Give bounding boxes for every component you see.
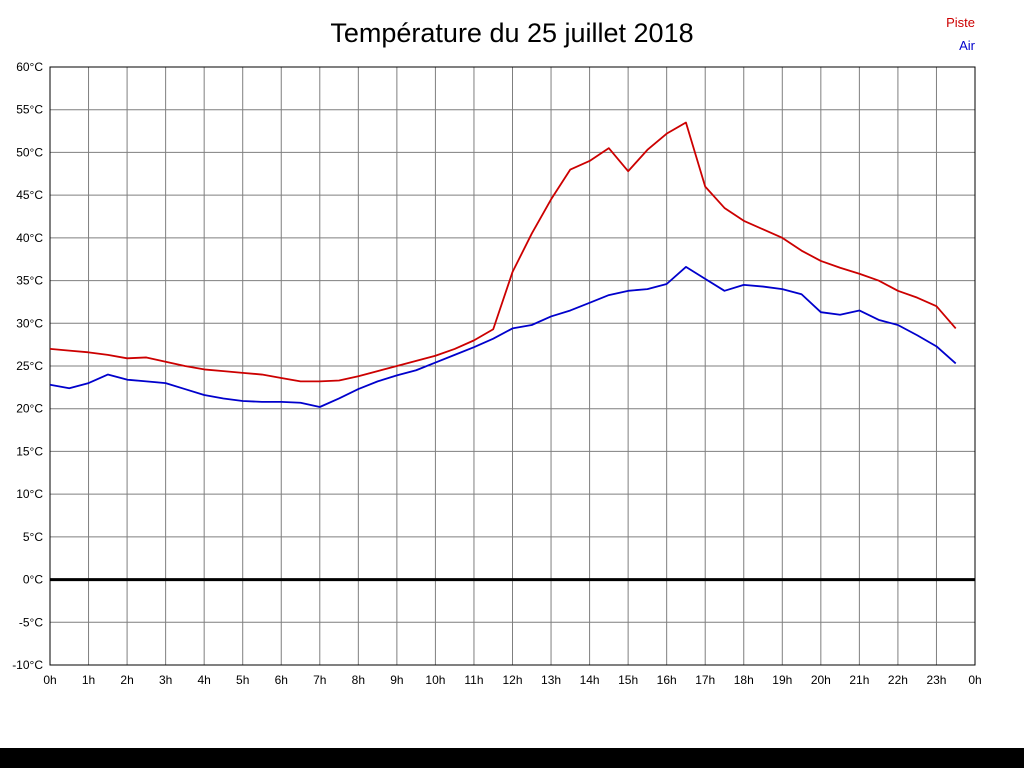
y-tick-label: 30°C xyxy=(16,316,43,330)
x-tick-label: 16h xyxy=(657,673,677,687)
x-tick-label: 18h xyxy=(734,673,754,687)
y-tick-label: 10°C xyxy=(16,487,43,501)
x-tick-label: 7h xyxy=(313,673,326,687)
y-tick-label: 5°C xyxy=(23,530,43,544)
x-tick-label: 10h xyxy=(425,673,445,687)
y-tick-label: 0°C xyxy=(23,573,43,587)
y-tick-label: 40°C xyxy=(16,231,43,245)
x-tick-label: 13h xyxy=(541,673,561,687)
y-tick-label: 35°C xyxy=(16,274,43,288)
y-tick-label: 60°C xyxy=(16,60,43,74)
y-tick-label: -5°C xyxy=(19,615,43,629)
y-tick-label: 45°C xyxy=(16,188,43,202)
x-tick-label: 20h xyxy=(811,673,831,687)
y-tick-label: 25°C xyxy=(16,359,43,373)
x-tick-label: 0h xyxy=(968,673,981,687)
x-tick-label: 19h xyxy=(772,673,792,687)
y-tick-label: 20°C xyxy=(16,402,43,416)
x-tick-label: 17h xyxy=(695,673,715,687)
y-tick-label: 55°C xyxy=(16,103,43,117)
x-tick-label: 4h xyxy=(197,673,210,687)
x-tick-label: 9h xyxy=(390,673,403,687)
x-tick-label: 11h xyxy=(464,673,483,687)
x-tick-label: 21h xyxy=(849,673,869,687)
legend-item-piste: Piste xyxy=(946,15,975,30)
x-tick-label: 2h xyxy=(120,673,133,687)
x-tick-label: 15h xyxy=(618,673,638,687)
x-tick-label: 0h xyxy=(43,673,56,687)
x-tick-label: 12h xyxy=(502,673,522,687)
x-tick-label: 5h xyxy=(236,673,249,687)
x-tick-label: 6h xyxy=(275,673,288,687)
x-tick-label: 14h xyxy=(580,673,600,687)
x-tick-label: 23h xyxy=(926,673,946,687)
x-tick-label: 22h xyxy=(888,673,908,687)
y-tick-label: 15°C xyxy=(16,444,43,458)
footer-bar xyxy=(0,748,1024,768)
series-air xyxy=(49,266,957,408)
x-tick-label: 8h xyxy=(352,673,365,687)
legend: Piste Air xyxy=(946,11,975,57)
y-tick-label: 50°C xyxy=(16,145,43,159)
legend-item-air: Air xyxy=(959,38,975,53)
x-tick-label: 1h xyxy=(82,673,95,687)
plot-frame xyxy=(49,66,976,666)
series-piste xyxy=(49,121,957,383)
x-tick-label: 3h xyxy=(159,673,172,687)
chart-title: Température du 25 juillet 2018 xyxy=(330,18,694,48)
y-tick-label: -10°C xyxy=(12,658,43,672)
